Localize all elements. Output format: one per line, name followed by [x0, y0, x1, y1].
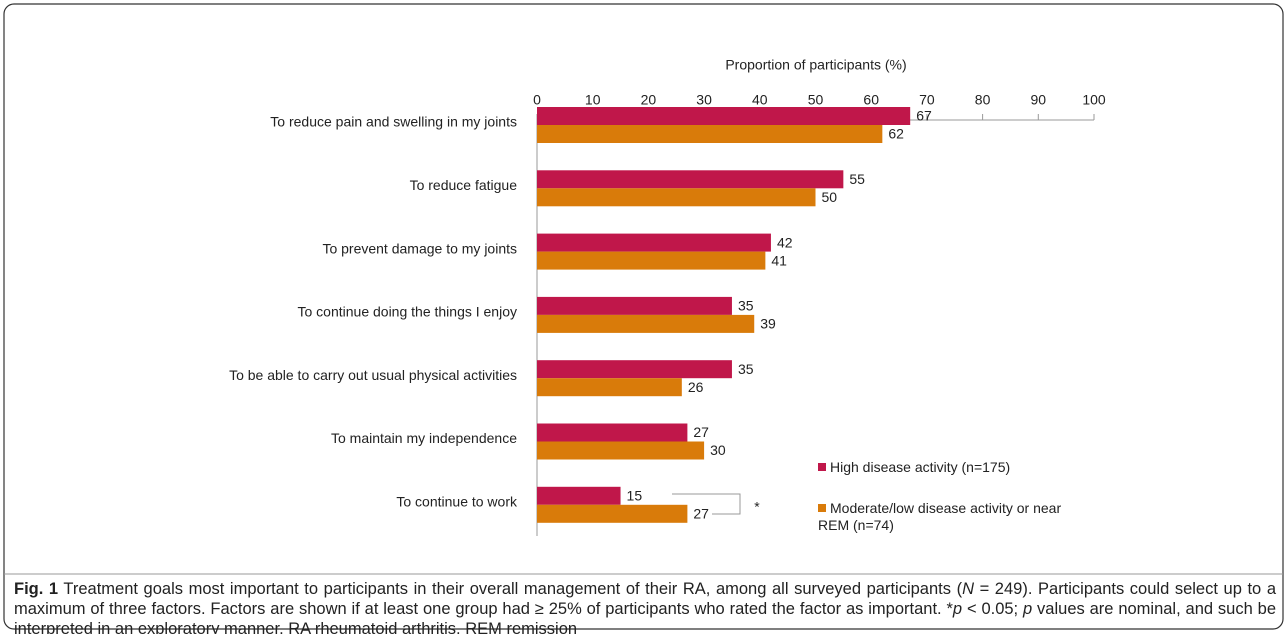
bar — [537, 251, 766, 270]
bar — [537, 504, 688, 523]
y-tick-label: To be able to carry out usual physical a… — [229, 367, 517, 383]
caption-text: < 0.05; — [962, 600, 1024, 618]
legend-label: Moderate/low disease activity or near RE… — [818, 500, 1062, 533]
bar — [537, 314, 755, 333]
bar — [537, 378, 682, 397]
legend-swatch — [818, 504, 826, 512]
y-tick-label: To maintain my independence — [331, 430, 517, 446]
x-tick-label: 70 — [919, 92, 935, 108]
bar — [537, 125, 883, 143]
bar — [537, 296, 732, 315]
caption-text: Treatment goals most important to partic… — [58, 580, 963, 598]
y-tick-label: To continue doing the things I enjoy — [298, 304, 518, 320]
data-label: 50 — [822, 189, 838, 205]
data-label: 67 — [916, 108, 932, 124]
bar — [537, 107, 911, 125]
y-tick-label: To reduce fatigue — [410, 177, 518, 193]
x-tick-label: 100 — [1082, 92, 1106, 108]
bar — [537, 170, 844, 189]
bar — [537, 360, 732, 379]
bar — [537, 441, 705, 460]
data-label: 35 — [738, 361, 754, 377]
caption-text: = 249). Participants could select up to … — [14, 580, 1276, 618]
legend-label: High disease activity (n=175) — [830, 459, 1011, 475]
y-tick-label: To reduce pain and swelling in my joints — [270, 114, 517, 130]
x-tick-label: 20 — [641, 92, 657, 108]
significance-marker: * — [754, 499, 760, 515]
caption: Fig. 1 Treatment goals most important to… — [14, 579, 1276, 634]
x-tick-label: 60 — [863, 92, 879, 108]
bar — [537, 423, 688, 442]
x-tick-label: 0 — [533, 92, 541, 108]
data-label: 41 — [771, 252, 787, 268]
data-label: 27 — [693, 506, 709, 522]
x-tick-label: 40 — [752, 92, 768, 108]
bar — [537, 233, 771, 252]
data-label: 26 — [688, 379, 704, 395]
y-tick-label: To continue to work — [396, 494, 518, 510]
legend-item: Moderate/low disease activity or near RE… — [818, 500, 1088, 534]
y-tick-label: To prevent damage to my joints — [322, 240, 517, 256]
data-label: 62 — [888, 126, 904, 142]
data-label: 15 — [627, 488, 643, 504]
data-label: 42 — [777, 234, 793, 250]
x-tick-label: 50 — [808, 92, 824, 108]
data-label: 30 — [710, 442, 726, 458]
data-label: 35 — [738, 298, 754, 314]
x-axis-title: Proportion of participants (%) — [725, 57, 906, 73]
significance-bracket — [672, 493, 741, 515]
data-label: 27 — [693, 424, 709, 440]
x-tick-label: 90 — [1031, 92, 1047, 108]
bar — [537, 486, 621, 505]
caption-text: p — [952, 600, 963, 618]
x-tick-label: 30 — [696, 92, 712, 108]
data-label: 39 — [760, 316, 776, 332]
legend-swatch — [818, 463, 826, 471]
x-tick-label: 10 — [585, 92, 601, 108]
caption-text: p — [1023, 600, 1033, 618]
caption-text: N — [962, 580, 974, 598]
x-tick-label: 80 — [975, 92, 991, 108]
caption-text: values are nominal, and such be interpre… — [14, 600, 1276, 634]
data-label: 55 — [849, 171, 865, 187]
caption-label: Fig. 1 — [14, 580, 59, 598]
bar — [537, 188, 816, 207]
frame — [3, 3, 1284, 630]
legend-item: High disease activity (n=175) — [818, 459, 1088, 476]
